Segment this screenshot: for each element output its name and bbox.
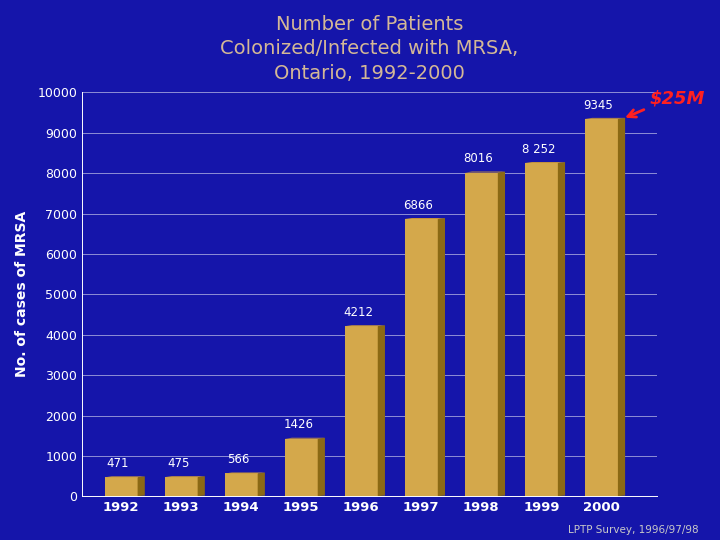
Text: 1426: 1426 bbox=[283, 418, 313, 431]
Polygon shape bbox=[225, 495, 265, 498]
Polygon shape bbox=[585, 119, 618, 496]
Text: 4212: 4212 bbox=[343, 306, 373, 319]
Polygon shape bbox=[284, 495, 325, 498]
Polygon shape bbox=[345, 325, 385, 326]
Polygon shape bbox=[618, 118, 625, 496]
Polygon shape bbox=[104, 476, 145, 477]
Text: 475: 475 bbox=[167, 457, 189, 470]
Polygon shape bbox=[438, 218, 445, 496]
Polygon shape bbox=[585, 118, 625, 119]
Title: Number of Patients
Colonized/Infected with MRSA,
Ontario, 1992-2000: Number of Patients Colonized/Infected wi… bbox=[220, 15, 518, 83]
Polygon shape bbox=[104, 477, 138, 496]
Text: 6866: 6866 bbox=[403, 199, 433, 212]
Y-axis label: No. of cases of MRSA: No. of cases of MRSA bbox=[15, 211, 29, 377]
Polygon shape bbox=[198, 476, 205, 496]
Polygon shape bbox=[405, 495, 445, 498]
Text: 566: 566 bbox=[227, 453, 249, 466]
Polygon shape bbox=[525, 495, 565, 498]
Text: LPTP Survey, 1996/97/98: LPTP Survey, 1996/97/98 bbox=[568, 524, 698, 535]
Polygon shape bbox=[165, 495, 205, 498]
Text: 8 252: 8 252 bbox=[521, 143, 555, 156]
Polygon shape bbox=[284, 438, 318, 496]
Polygon shape bbox=[104, 495, 145, 498]
Text: 471: 471 bbox=[107, 457, 130, 470]
Polygon shape bbox=[318, 438, 325, 496]
Polygon shape bbox=[345, 495, 385, 498]
Text: 8016: 8016 bbox=[464, 152, 493, 165]
Text: $25M: $25M bbox=[649, 90, 705, 108]
Polygon shape bbox=[405, 219, 438, 496]
Text: 9345: 9345 bbox=[583, 99, 613, 112]
Polygon shape bbox=[345, 326, 378, 496]
Polygon shape bbox=[465, 495, 505, 498]
Polygon shape bbox=[465, 173, 498, 496]
Polygon shape bbox=[138, 476, 145, 496]
Polygon shape bbox=[378, 325, 385, 496]
Polygon shape bbox=[225, 472, 265, 474]
Polygon shape bbox=[258, 472, 265, 496]
Polygon shape bbox=[525, 162, 565, 163]
Polygon shape bbox=[525, 163, 558, 496]
Polygon shape bbox=[405, 218, 445, 219]
Polygon shape bbox=[585, 495, 625, 498]
Polygon shape bbox=[225, 474, 258, 496]
Polygon shape bbox=[498, 172, 505, 496]
Polygon shape bbox=[165, 476, 205, 477]
Polygon shape bbox=[465, 172, 505, 173]
Polygon shape bbox=[165, 477, 198, 496]
Polygon shape bbox=[558, 162, 565, 496]
